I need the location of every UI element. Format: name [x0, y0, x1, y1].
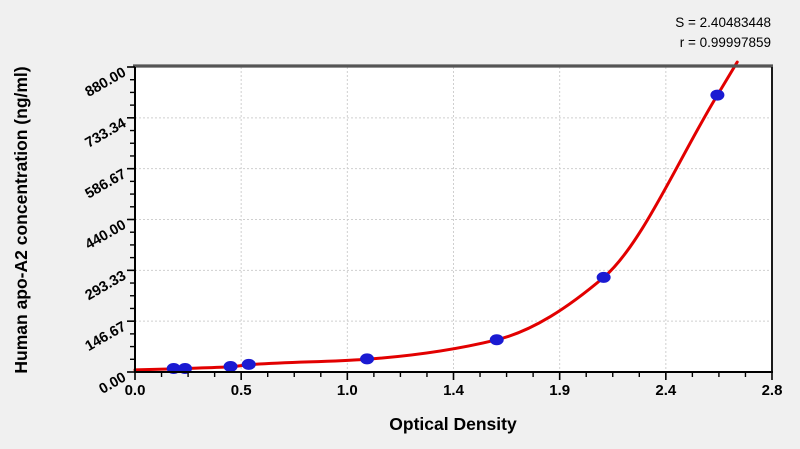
data-points-group — [166, 89, 725, 375]
axis-ticks — [127, 66, 773, 380]
data-point — [223, 360, 238, 372]
x-axis-title: Optical Density — [389, 414, 517, 434]
data-point — [489, 334, 504, 346]
x-tick-label: 1.0 — [337, 382, 358, 399]
fit-r-annotation: r = 0.99997859 — [680, 35, 771, 50]
data-point — [241, 358, 256, 370]
y-tick-label: 586.67 — [83, 166, 129, 202]
y-tick-label: 293.33 — [83, 268, 129, 304]
x-tick-label: 2.8 — [762, 382, 783, 399]
x-tick-label: 0.5 — [231, 382, 252, 399]
y-axis-title: Human apo-A2 concentration (ng/ml) — [11, 66, 31, 373]
x-tick-labels: 0.0 0.5 1.0 1.4 1.9 2.4 2.8 — [125, 382, 783, 399]
data-point — [596, 271, 611, 283]
x-tick-label: 0.0 — [125, 382, 146, 399]
data-point — [710, 89, 725, 101]
fit-s-annotation: S = 2.40483448 — [675, 15, 771, 30]
gridlines — [135, 67, 772, 372]
y-tick-label: 146.67 — [83, 319, 129, 355]
x-tick-label: 2.4 — [655, 382, 677, 399]
y-tick-label: 440.00 — [83, 217, 129, 253]
y-tick-label: 880.00 — [83, 65, 129, 101]
x-tick-label: 1.9 — [549, 382, 570, 399]
data-point — [360, 353, 375, 365]
x-tick-label: 1.4 — [443, 382, 465, 399]
y-tick-label: 733.34 — [83, 115, 129, 151]
